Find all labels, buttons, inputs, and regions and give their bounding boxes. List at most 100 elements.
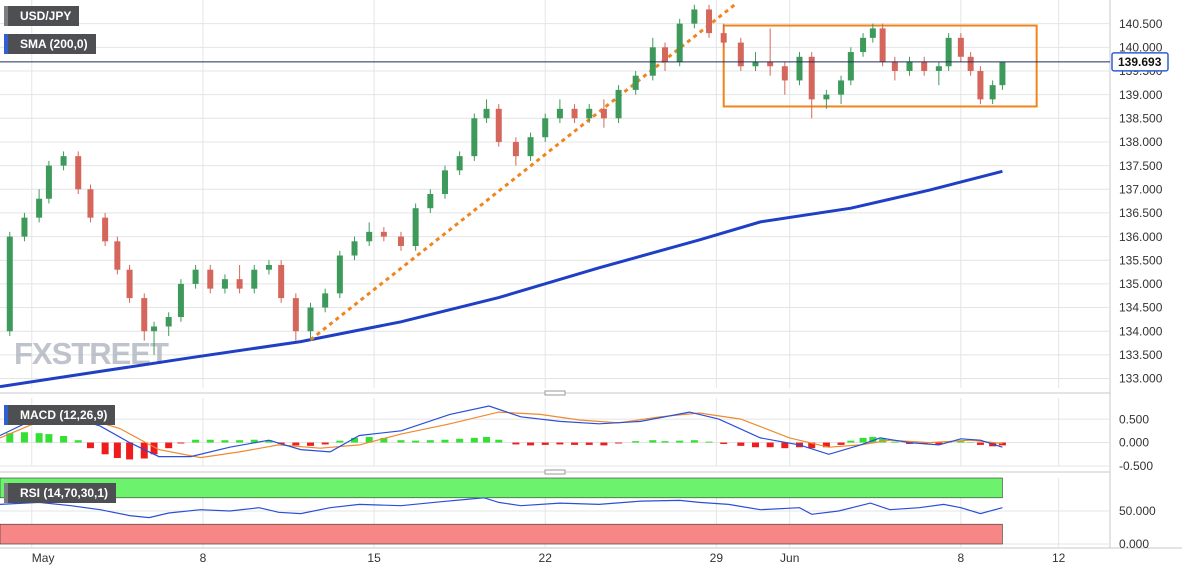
histogram-bar bbox=[879, 438, 887, 443]
histogram-bar bbox=[60, 435, 68, 443]
candle-body bbox=[921, 61, 928, 71]
legend-label: MACD (12,26,9) bbox=[4, 405, 116, 425]
x-tick-label: 22 bbox=[539, 551, 553, 565]
histogram-bar bbox=[571, 442, 579, 445]
y-tick-label: 140.500 bbox=[1119, 17, 1163, 31]
y-tick-label: -0.500 bbox=[1119, 459, 1153, 473]
candle-body bbox=[935, 66, 942, 71]
candle-body bbox=[126, 269, 133, 299]
rsi-band bbox=[0, 477, 1003, 499]
y-tick-label: 137.500 bbox=[1119, 159, 1163, 173]
histogram-bar bbox=[869, 436, 877, 443]
x-tick-label: Jun bbox=[780, 551, 799, 565]
histogram-bar bbox=[250, 439, 258, 443]
candle-body bbox=[141, 298, 148, 332]
candle-body bbox=[75, 156, 82, 190]
histogram-bar bbox=[192, 439, 200, 443]
histogram-bar bbox=[847, 440, 855, 443]
y-tick-label: 135.000 bbox=[1119, 277, 1163, 291]
y-tick-label: 136.000 bbox=[1119, 230, 1163, 244]
panel-handle bbox=[544, 390, 566, 396]
candle-body bbox=[471, 118, 478, 157]
y-tick-label: 0.000 bbox=[1119, 436, 1149, 450]
histogram-bar bbox=[766, 442, 774, 448]
candle-body bbox=[808, 56, 815, 100]
candle-body bbox=[737, 42, 744, 67]
y-tick-label: 138.500 bbox=[1119, 111, 1163, 125]
histogram-bar bbox=[351, 437, 359, 443]
histogram-bar bbox=[20, 432, 28, 443]
candle-body bbox=[427, 194, 434, 209]
histogram-bar bbox=[35, 433, 43, 443]
candle-body bbox=[542, 118, 549, 138]
candle-body bbox=[691, 9, 698, 24]
candle-body bbox=[860, 37, 867, 53]
candle-body bbox=[456, 156, 463, 171]
candle-body bbox=[366, 231, 373, 242]
candle-body bbox=[676, 23, 683, 62]
histogram-bar bbox=[615, 442, 623, 444]
histogram-bar bbox=[365, 436, 373, 443]
y-tick-label: 133.000 bbox=[1119, 372, 1163, 386]
candle-body bbox=[412, 208, 419, 247]
candle-body bbox=[307, 307, 314, 332]
candle-body bbox=[292, 298, 299, 332]
histogram-bar bbox=[412, 440, 420, 443]
candle-body bbox=[615, 89, 622, 119]
candle-body bbox=[796, 56, 803, 81]
y-tick-label: 137.000 bbox=[1119, 182, 1163, 196]
histogram-bar bbox=[632, 441, 640, 443]
candle-body bbox=[236, 279, 243, 289]
candle-body bbox=[781, 66, 788, 81]
candle-body bbox=[891, 61, 898, 71]
candle-body bbox=[847, 52, 854, 81]
y-tick-label: 134.000 bbox=[1119, 324, 1163, 338]
candle-body bbox=[495, 108, 502, 142]
candle-body bbox=[989, 85, 996, 100]
histogram-bar bbox=[206, 439, 214, 443]
histogram-bar bbox=[935, 442, 943, 445]
candle-body bbox=[60, 156, 67, 166]
y-tick-label: 134.500 bbox=[1119, 301, 1163, 315]
candle-body bbox=[21, 217, 28, 237]
histogram-bar bbox=[822, 442, 830, 448]
panel-handle bbox=[544, 469, 566, 475]
histogram-bar bbox=[397, 440, 405, 443]
candle-body bbox=[706, 9, 713, 34]
candle-body bbox=[397, 236, 404, 247]
candle-body bbox=[251, 269, 258, 289]
candle-body bbox=[322, 293, 329, 308]
candle-body bbox=[869, 28, 876, 38]
histogram-bar bbox=[236, 440, 244, 443]
candle-body bbox=[527, 137, 534, 157]
histogram-bar bbox=[483, 436, 491, 443]
histogram-bar bbox=[101, 442, 109, 455]
candle-body bbox=[906, 61, 913, 71]
candle-body bbox=[720, 33, 727, 43]
histogram-bar bbox=[649, 440, 657, 443]
histogram-bar bbox=[113, 442, 121, 459]
x-tick-label: 8 bbox=[200, 551, 207, 565]
y-tick-label: 135.500 bbox=[1119, 253, 1163, 267]
candle-body bbox=[114, 241, 121, 270]
candle-body bbox=[351, 241, 358, 256]
candle-body bbox=[151, 326, 158, 332]
histogram-bar bbox=[585, 442, 593, 445]
histogram-bar bbox=[380, 437, 388, 443]
histogram-bar bbox=[221, 440, 229, 443]
histogram-bar bbox=[837, 442, 845, 445]
candle-body bbox=[823, 94, 830, 100]
candle-body bbox=[6, 236, 13, 332]
candle-body bbox=[512, 141, 519, 157]
candle-body bbox=[838, 80, 845, 95]
candle-body bbox=[957, 37, 964, 57]
candle-body bbox=[278, 264, 285, 299]
candle-body bbox=[177, 283, 184, 318]
legend-label: RSI (14,70,30,1) bbox=[4, 483, 117, 503]
candle-body bbox=[879, 28, 886, 62]
histogram-bar bbox=[661, 441, 669, 443]
histogram-bar bbox=[957, 441, 965, 443]
histogram-bar bbox=[541, 442, 549, 445]
candle-body bbox=[586, 108, 593, 119]
